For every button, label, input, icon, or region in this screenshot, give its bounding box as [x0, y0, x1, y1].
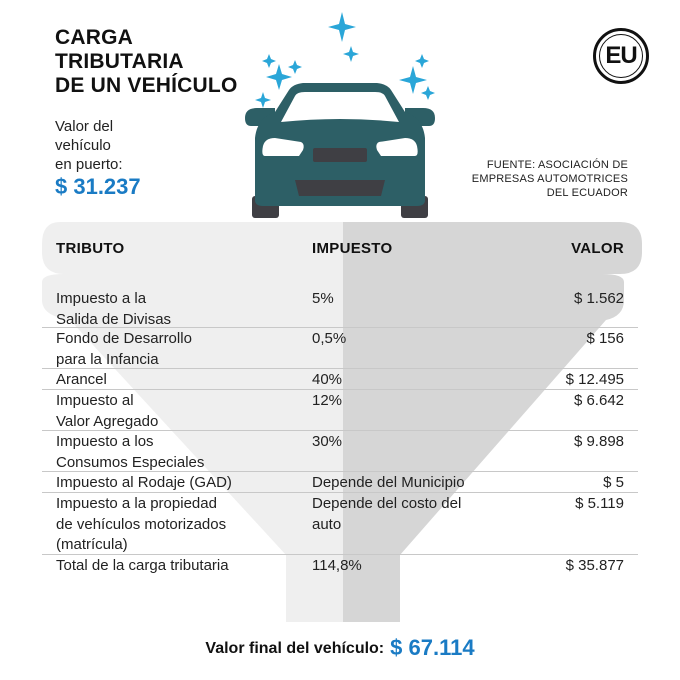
row-impuesto: 5%	[312, 290, 334, 307]
tributo-line: Consumos Especiales	[56, 453, 205, 471]
page-title: CARGA TRIBUTARIA DE UN VEHÍCULO	[55, 26, 265, 98]
table-row: Arancel 40% $ 12.495	[42, 369, 638, 390]
table-row: Impuesto a la propiedad de vehículos mot…	[42, 493, 638, 555]
logo-text: EU	[605, 42, 637, 69]
tributo-line: (matrícula)	[56, 536, 128, 553]
row-valor: $ 5.119	[575, 495, 624, 512]
row-impuesto: Depende del costo del auto	[312, 495, 462, 533]
header-tributo: TRIBUTO	[56, 240, 125, 257]
row-divider	[42, 492, 638, 493]
row-tributo: Impuesto a la Salida de Divisas	[56, 289, 301, 330]
tributo-line: Impuesto a la propiedad	[56, 495, 217, 512]
source-line: EMPRESAS AUTOMOTRICES	[471, 173, 628, 185]
row-valor: $ 35.877	[565, 557, 624, 574]
table-row-total: Total de la carga tributaria 114,8% $ 35…	[42, 555, 638, 577]
tributo-line: Arancel	[56, 371, 107, 388]
row-divider	[42, 554, 638, 555]
row-valor: $ 5	[603, 474, 624, 491]
row-impuesto: 114,8%	[312, 557, 362, 574]
table-row: Impuesto al Valor Agregado 12% $ 6.642	[42, 390, 638, 431]
tributo-line: Impuesto a la	[56, 290, 147, 307]
row-divider	[42, 368, 638, 369]
car-front-icon	[245, 12, 435, 218]
row-tributo: Impuesto a los Consumos Especiales	[56, 432, 301, 473]
row-valor: $ 156	[586, 330, 624, 347]
source-line: FUENTE: ASOCIACIÓN DE	[486, 159, 628, 171]
vehicle-value-label-line: vehículo	[55, 137, 111, 154]
row-tributo: Impuesto a la propiedad de vehículos mot…	[56, 494, 301, 556]
title-line: DE UN VEHÍCULO	[55, 74, 238, 97]
row-impuesto: 40%	[312, 371, 343, 388]
row-tributo: Impuesto al Valor Agregado	[56, 391, 301, 432]
sparkle-icon	[255, 12, 435, 108]
tributo-line: Impuesto al Rodaje (GAD)	[56, 474, 232, 491]
row-divider	[42, 389, 638, 390]
row-tributo: Fondo de Desarrollo para la Infancia	[56, 329, 301, 370]
final-value-amount: $ 67.114	[390, 635, 475, 660]
row-impuesto: Depende del Municipio	[312, 474, 465, 491]
eu-logo: EU	[593, 28, 649, 84]
table-row: Impuesto a la Salida de Divisas 5% $ 1.5…	[42, 288, 638, 328]
tributo-line: para la Infancia	[56, 350, 159, 368]
row-tributo: Arancel	[56, 370, 301, 391]
row-impuesto: 30%	[312, 433, 343, 450]
tributo-line: Total de la carga tributaria	[56, 557, 229, 574]
source-note: FUENTE: ASOCIACIÓN DE EMPRESAS AUTOMOTRI…	[438, 158, 628, 200]
tributo-line: Impuesto a los	[56, 433, 154, 450]
vehicle-value-label: Valor del vehículo en puerto:	[55, 117, 175, 174]
row-divider	[42, 430, 638, 431]
tributo-line: Valor Agregado	[56, 412, 159, 430]
row-tributo: Impuesto al Rodaje (GAD)	[56, 473, 301, 494]
vehicle-value-label-line: Valor del	[55, 118, 114, 135]
tributo-line: Salida de Divisas	[56, 310, 172, 328]
vehicle-value-amount: $ 31.237	[55, 174, 141, 199]
row-valor: $ 1.562	[573, 290, 624, 307]
row-valor: $ 9.898	[573, 433, 624, 450]
row-impuesto: 0,5%	[312, 330, 347, 347]
final-value: Valor final del vehículo: $ 67.114	[0, 635, 680, 661]
title-line: TRIBUTARIA	[55, 50, 184, 73]
tributo-line: Fondo de Desarrollo	[56, 330, 192, 347]
row-valor: $ 12.495	[565, 371, 624, 388]
final-value-label: Valor final del vehículo:	[205, 640, 385, 657]
row-impuesto: 12%	[312, 392, 343, 409]
tributo-line: de vehículos motorizados	[56, 515, 227, 533]
header-impuesto: IMPUESTO	[312, 240, 393, 257]
table-row: Fondo de Desarrollo para la Infancia 0,5…	[42, 328, 638, 369]
row-valor: $ 6.642	[573, 392, 624, 409]
table-row: Impuesto a los Consumos Especiales 30% $…	[42, 431, 638, 472]
row-divider	[42, 471, 638, 472]
title-line: CARGA	[55, 26, 133, 49]
header-valor: VALOR	[571, 240, 624, 257]
table-row: Impuesto al Rodaje (GAD) Depende del Mun…	[42, 472, 638, 493]
row-tributo: Total de la carga tributaria	[56, 556, 301, 577]
tributo-line: Impuesto al	[56, 392, 134, 409]
row-divider	[42, 327, 638, 328]
vehicle-value-label-line: en puerto:	[55, 156, 123, 173]
source-line: DEL ECUADOR	[546, 187, 628, 199]
